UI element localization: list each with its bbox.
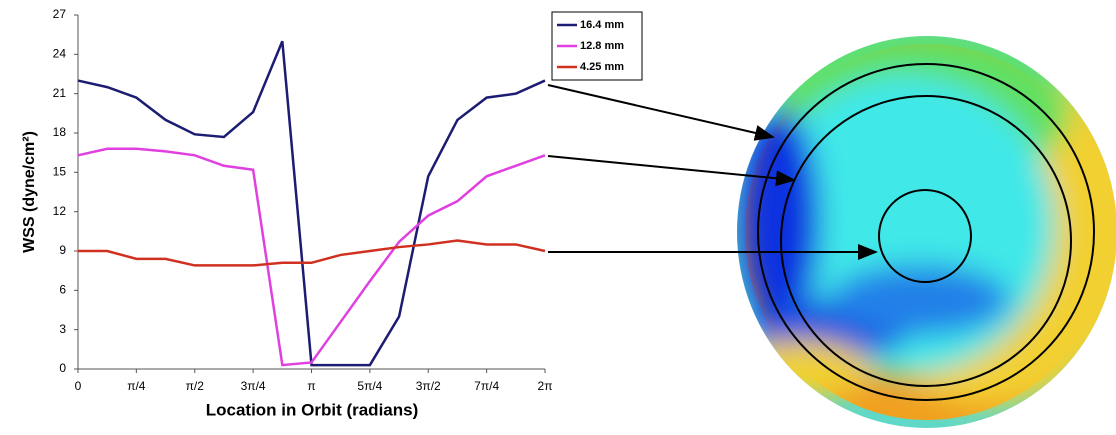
y-tick-label: 15 (53, 165, 67, 179)
y-tick-label: 9 (59, 243, 66, 257)
y-tick-label: 0 (59, 361, 66, 375)
series-line (77, 147, 546, 367)
x-tick-label: 3π/2 (416, 379, 441, 393)
x-tick-label: 5π/4 (357, 379, 382, 393)
x-tick-label: π/4 (127, 379, 146, 393)
x-tick-label: 7π/4 (474, 379, 499, 393)
y-tick-label: 12 (53, 204, 67, 218)
x-tick-label: π (307, 379, 315, 393)
series-line (78, 239, 546, 267)
x-tick-label: π/2 (186, 379, 205, 393)
legend-label: 12.8 mm (580, 40, 624, 52)
y-tick-label: 27 (53, 7, 67, 21)
y-tick-label: 18 (53, 125, 67, 139)
legend-label: 4.25 mm (580, 61, 624, 73)
heatmap-image (737, 36, 1116, 428)
y-tick-label: 6 (59, 283, 66, 297)
x-tick-label: 2π (538, 379, 553, 393)
y-tick-label: 21 (53, 86, 67, 100)
legend-label: 16.4 mm (580, 19, 624, 31)
x-tick-label: 3π/4 (241, 379, 266, 393)
y-tick-label: 3 (59, 322, 66, 336)
arrows (547, 84, 878, 260)
x-axis-label: Location in Orbit (radians) (206, 400, 419, 419)
x-tick-label: 0 (75, 379, 82, 393)
series-line (77, 40, 546, 367)
y-axis-label: WSS (dyne/cm²) (21, 131, 38, 253)
y-tick-label: 24 (53, 47, 67, 61)
